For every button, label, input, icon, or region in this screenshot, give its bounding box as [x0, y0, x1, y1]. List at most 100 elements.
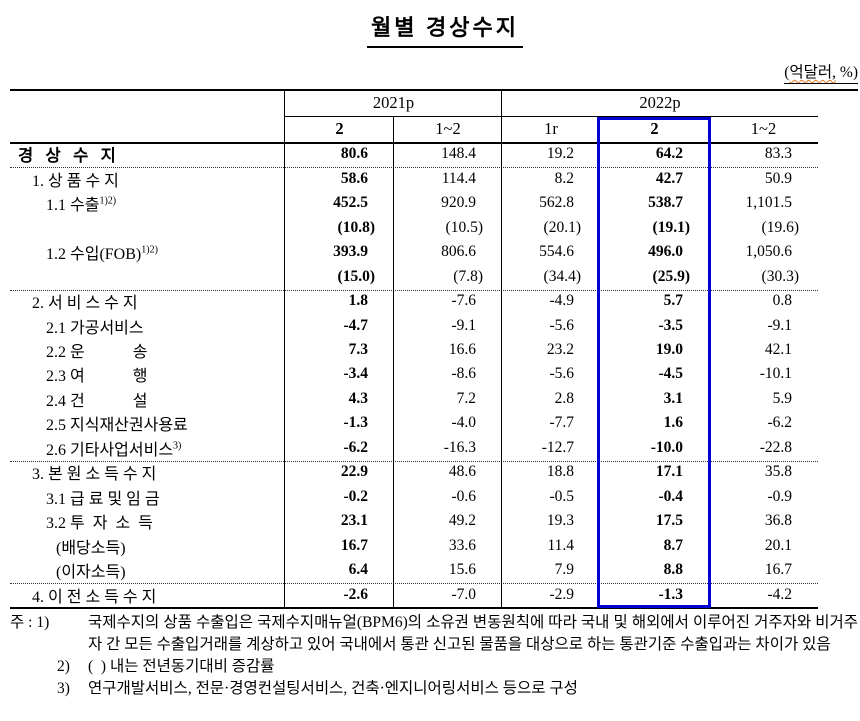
table-top-border	[10, 89, 858, 91]
cell-value: 11.4	[547, 536, 574, 554]
cell-value: 562.8	[539, 194, 574, 212]
cell-value: 554.6	[539, 243, 574, 261]
cell-value: 49.2	[448, 512, 476, 530]
row-label: 2.6 기타사업서비스3)	[46, 440, 182, 459]
cell-value: 19.0	[655, 340, 683, 358]
row-label: 2.2 운 송	[46, 343, 148, 361]
cell-value: 22.9	[340, 463, 368, 481]
table-body: 경 상 수 지 80.6 148.4 19.2 64.2 83.3 1. 상 품 수 지 58…	[10, 142, 818, 607]
footnote-1: 주 : 1) 국제수지의 상품 수출입은 국제수지매뉴얼(BPM6)의 소유권 …	[10, 612, 858, 656]
cell-value: -12.7	[541, 438, 574, 456]
cell-value: -1.3	[658, 585, 683, 603]
footnote-1-text: 국제수지의 상품 수출입은 국제수지매뉴얼(BPM6)의 소유권 변동원칙에 따…	[88, 614, 858, 653]
row-label: (이자소득)	[56, 564, 126, 582]
cell-value: 1,101.5	[745, 194, 793, 212]
row-label: 4. 이 전 소 득 수 지	[32, 588, 157, 606]
header-bottom-border	[10, 142, 818, 144]
cell-value: 4.3	[348, 389, 368, 407]
footnote-3: 3) 연구개발서비스, 전문·경영컨설팅서비스, 건축·엔지니어링서비스 등으로…	[57, 678, 858, 700]
cell-value: 1,050.6	[745, 243, 793, 261]
col-header-2022-janfeb: 1~2	[750, 119, 777, 138]
cell-value: 8.2	[554, 169, 574, 187]
col-header-2022-feb: 2	[650, 119, 659, 138]
col-divider-label	[284, 89, 285, 608]
cell-value: 35.8	[764, 463, 792, 481]
cell-value: (7.8)	[453, 267, 483, 285]
cell-value: 8.8	[663, 561, 683, 579]
table-bottom-border	[10, 607, 818, 609]
cell-value: 83.3	[764, 145, 792, 163]
cell-value: -16.3	[443, 438, 476, 456]
cell-value: -3.4	[343, 365, 368, 383]
cell-value: 19.3	[546, 512, 574, 530]
cell-value: 58.6	[340, 169, 368, 187]
cell-value: 33.6	[448, 536, 476, 554]
cell-value: 18.8	[546, 463, 574, 481]
cell-value: (20.1)	[543, 218, 581, 236]
unit-note: (억달러, %)	[784, 60, 858, 84]
cell-value: (15.0)	[337, 267, 375, 285]
cell-value: -4.5	[658, 365, 683, 383]
table-header-groups: 2021p 2022p	[10, 90, 818, 116]
cell-value: -2.6	[343, 585, 368, 603]
cell-value: -4.2	[767, 585, 792, 603]
cell-value: 20.1	[764, 536, 792, 554]
cell-value: -22.8	[759, 438, 792, 456]
footnote-2-marker: 2)	[57, 658, 70, 675]
row-label: 1.2 수입(FOB)1)2)	[46, 244, 158, 264]
cell-value: 806.6	[441, 243, 476, 261]
cell-value: 920.9	[441, 194, 476, 212]
table-row: 2.3 여 행 -3.4 -8.6 -5.6 -4.5 -10.1	[10, 362, 818, 386]
cell-value: -4.7	[343, 316, 368, 334]
cell-value: 36.8	[764, 512, 792, 530]
footnote-2: 2) ( ) 내는 전년동기대비 증감률	[57, 656, 858, 678]
row-label: 1. 상 품 수 지	[32, 172, 119, 190]
table-row: 2.2 운 송 7.3 16.6 23.2 19.0 42.1	[10, 338, 818, 362]
cell-value: (10.8)	[337, 218, 375, 236]
cell-value: 19.2	[546, 145, 574, 163]
col-header-2021-feb: 2	[335, 119, 344, 138]
cell-value: 7.9	[554, 561, 574, 579]
cell-value: 42.1	[764, 340, 792, 358]
cell-value: 42.7	[655, 169, 683, 187]
cell-value: -6.2	[767, 414, 792, 432]
cell-value: 16.7	[764, 561, 792, 579]
table-row: 2.5 지식재산권사용료 -1.3 -4.0 -7.7 1.6 -6.2	[10, 411, 818, 435]
cell-value: 6.4	[348, 561, 368, 579]
col-header-2022-jan: 1r	[544, 119, 558, 138]
footnote-2-text: ( ) 내는 전년동기대비 증감률	[88, 658, 275, 675]
cell-value: -7.7	[549, 414, 574, 432]
cell-value: -0.4	[658, 487, 683, 505]
table-row: 4. 이 전 소 득 수 지 -2.6 -7.0 -2.9 -1.3 -4.2	[10, 582, 818, 606]
cell-value: -0.5	[549, 487, 574, 505]
cell-value: -8.6	[451, 365, 476, 383]
cell-value: (25.9)	[652, 267, 690, 285]
footnote-superscript: 1)2)	[141, 244, 158, 256]
cell-value: (30.3)	[761, 267, 799, 285]
col-divider-groups	[501, 89, 502, 608]
col-header-2021-janfeb: 1~2	[435, 119, 461, 138]
cell-value: -10.0	[650, 438, 683, 456]
row-label: 3.2 투 자 소 득	[46, 515, 153, 533]
section-divider-2	[10, 290, 818, 291]
cell-value: -5.6	[549, 365, 574, 383]
cell-value: -5.6	[549, 316, 574, 334]
row-label: 3.1 급 료 및 임 금	[46, 490, 160, 508]
title-container: 월별 경상수지	[0, 10, 860, 48]
cell-value: -9.1	[767, 316, 792, 334]
row-label: 2.1 가공서비스	[46, 319, 144, 337]
cell-value: 15.6	[448, 561, 476, 579]
cell-value: -7.6	[451, 292, 476, 310]
section-divider-4	[10, 583, 818, 584]
cell-value: 16.7	[340, 536, 368, 554]
cell-value: -7.0	[451, 585, 476, 603]
unit-note-text: (억달러, %)	[784, 64, 858, 84]
cell-value: 1.8	[348, 292, 368, 310]
cell-value: 16.6	[448, 340, 476, 358]
row-label: 2.5 지식재산권사용료	[46, 417, 188, 435]
table-row: 3.2 투 자 소 득 23.1 49.2 19.3 17.5 36.8	[10, 509, 818, 533]
table-header-columns: 2 1~2 1r 2 1~2	[10, 116, 818, 142]
cell-value: 0.8	[772, 292, 792, 310]
unit-note-wavy-part: 억달러,	[789, 64, 837, 81]
